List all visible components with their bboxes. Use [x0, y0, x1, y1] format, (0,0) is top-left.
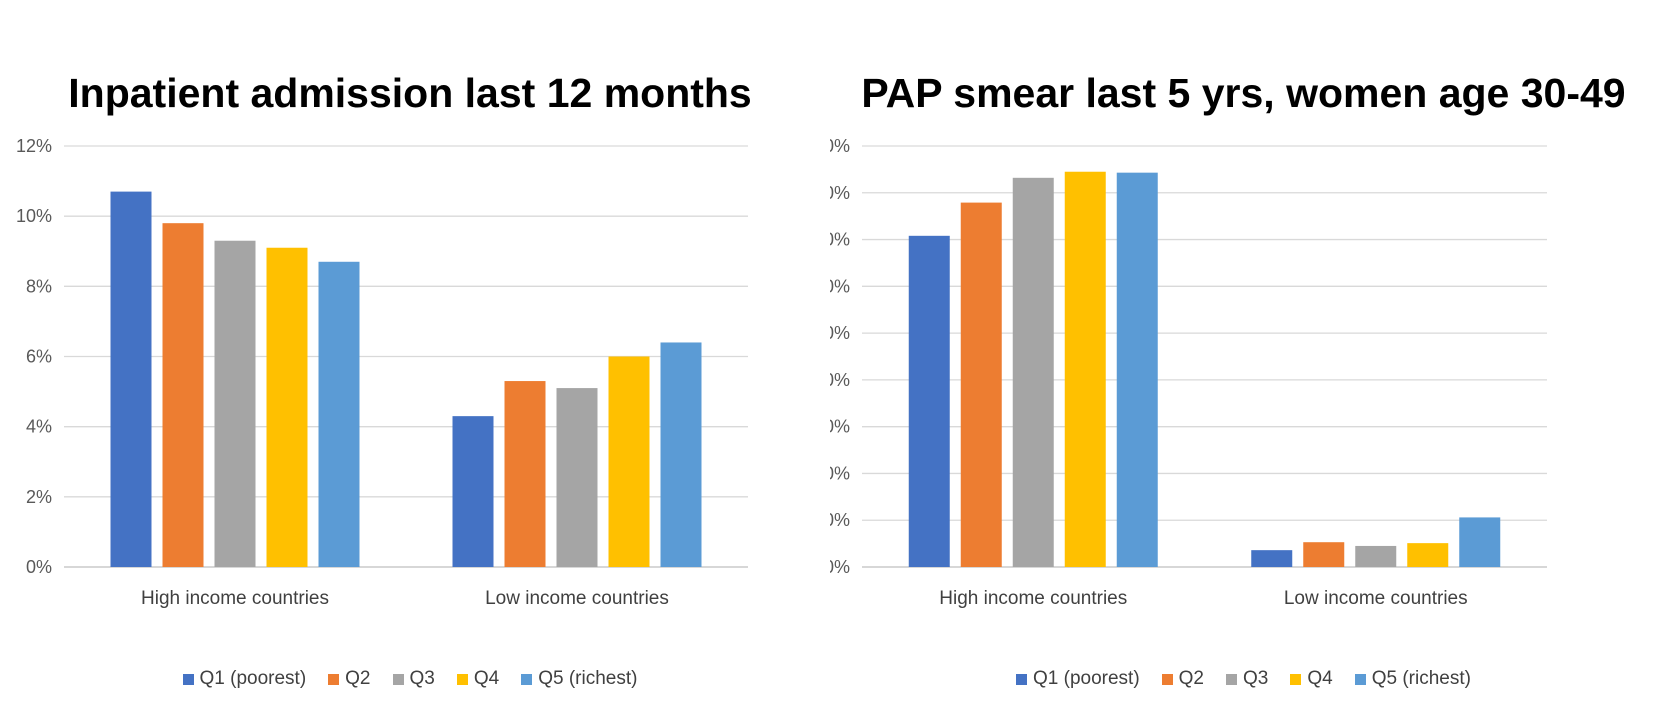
legend-item: Q3	[392, 668, 435, 690]
legend-label: Q2	[1178, 668, 1205, 689]
bar	[162, 223, 204, 567]
x-category-label: High income countries	[939, 588, 1127, 609]
bar	[214, 240, 256, 567]
y-tick-label: 10%	[16, 206, 52, 226]
bar	[1303, 542, 1345, 567]
legend-label: Q3	[1243, 668, 1269, 689]
bar	[1407, 543, 1449, 567]
legend-swatch	[1226, 673, 1238, 685]
y-tick-label: 12%	[16, 136, 52, 156]
bar	[452, 416, 494, 567]
legend-label: Q2	[345, 668, 371, 689]
bar	[318, 261, 360, 567]
bar	[1355, 545, 1397, 567]
y-tick-label: 10%	[830, 510, 850, 530]
legend-item: Q3	[1226, 668, 1268, 690]
bar-chart-pap-smear: 0% 10% 20% 30% 40% 50% 60% 70% 80% 90% High income…	[830, 136, 1547, 609]
y-tick-label: 90%	[830, 136, 850, 156]
x-category-label: Low income countries	[1284, 588, 1468, 609]
y-tick-label: 80%	[830, 183, 850, 203]
y-tick-label: 4%	[26, 417, 52, 437]
chart-title: Inpatient admission last 12 months	[68, 70, 752, 116]
chart-panel-pap-smear: PAP smear last 5 yrs, women age 30-49 0%…	[830, 0, 1657, 710]
y-tick-label: 0%	[830, 557, 850, 577]
bar	[1459, 517, 1501, 567]
legend-swatch	[392, 673, 404, 685]
bar	[1012, 177, 1054, 567]
legend-label: Q1 (poorest)	[199, 668, 307, 689]
legend-item: Q2	[1161, 668, 1205, 690]
legend-swatch	[1354, 673, 1366, 685]
legend-label: Q4	[473, 668, 500, 689]
legend-label: Q5 (richest)	[538, 668, 638, 689]
legend-swatch	[182, 673, 194, 685]
bar	[1064, 171, 1106, 567]
y-tick-label: 70%	[830, 230, 850, 250]
bar	[110, 191, 152, 567]
y-tick-label: 0%	[26, 557, 52, 577]
legend-item: Q1 (poorest)	[182, 668, 307, 690]
chart-legend: Q1 (poorest) Q2 Q3 Q4 Q5 (richest)	[0, 668, 820, 690]
bar	[908, 235, 950, 567]
legend-item: Q4	[1290, 668, 1333, 690]
legend-swatch	[1290, 673, 1302, 685]
y-tick-label: 6%	[26, 347, 52, 367]
bar	[504, 381, 546, 567]
chart-panel-inpatient: Inpatient admission last 12 months 0% 2% 4…	[0, 0, 820, 710]
bar	[266, 247, 308, 567]
bar	[1116, 172, 1158, 567]
legend-item: Q1 (poorest)	[1016, 668, 1140, 690]
chart-title: PAP smear last 5 yrs, women age 30-49	[861, 70, 1626, 116]
legend-swatch	[1161, 673, 1173, 685]
y-tick-label: 60%	[830, 276, 850, 296]
x-category-label: High income countries	[141, 588, 329, 609]
bar	[960, 202, 1002, 567]
chart-legend: Q1 (poorest) Q2 Q3 Q4 Q5 (richest)	[830, 668, 1657, 690]
x-category-label: Low income countries	[485, 588, 669, 609]
legend-swatch	[1016, 673, 1027, 685]
y-tick-label: 8%	[26, 276, 52, 296]
bar	[608, 356, 650, 567]
y-tick-label: 20%	[830, 463, 850, 483]
bar-chart-inpatient: 0% 2% 4% 6% 8% 10% 12% High income countries Low…	[16, 136, 748, 609]
legend-label: Q3	[409, 668, 435, 689]
legend-item: Q4	[456, 668, 500, 690]
legend-item: Q5 (richest)	[1354, 668, 1471, 690]
bar	[556, 388, 598, 567]
y-tick-label: 30%	[830, 417, 850, 437]
legend-swatch	[328, 673, 340, 685]
legend-label: Q5 (richest)	[1371, 668, 1471, 689]
legend-swatch	[456, 673, 468, 685]
y-tick-label: 2%	[26, 487, 52, 507]
legend-label: Q1 (poorest)	[1033, 668, 1140, 689]
legend-label: Q4	[1307, 668, 1333, 689]
bar	[1251, 550, 1293, 567]
bar	[660, 342, 702, 567]
y-tick-label: 50%	[830, 323, 850, 343]
legend-item: Q2	[328, 668, 371, 690]
y-tick-label: 40%	[830, 370, 850, 390]
legend-swatch	[521, 673, 533, 685]
legend-item: Q5 (richest)	[521, 668, 637, 690]
